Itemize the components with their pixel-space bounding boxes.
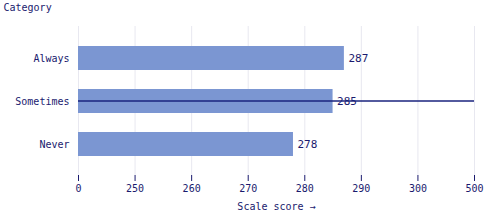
svg-text:300: 300 — [409, 183, 427, 194]
svg-text:270: 270 — [239, 183, 257, 194]
svg-text:250: 250 — [126, 183, 144, 194]
svg-text:285: 285 — [337, 95, 357, 108]
svg-text:260: 260 — [183, 183, 201, 194]
svg-text:Scale score →: Scale score → — [237, 201, 315, 212]
svg-text:Never: Never — [39, 139, 69, 150]
svg-text:278: 278 — [297, 138, 317, 151]
svg-text:Sometimes: Sometimes — [15, 96, 69, 107]
svg-text:290: 290 — [352, 183, 370, 194]
svg-text:500: 500 — [465, 183, 483, 194]
svg-text:0: 0 — [75, 183, 81, 194]
svg-text:Always: Always — [33, 53, 69, 64]
svg-text:280: 280 — [296, 183, 314, 194]
svg-text:287: 287 — [348, 52, 368, 65]
svg-text:Category: Category — [4, 2, 52, 13]
